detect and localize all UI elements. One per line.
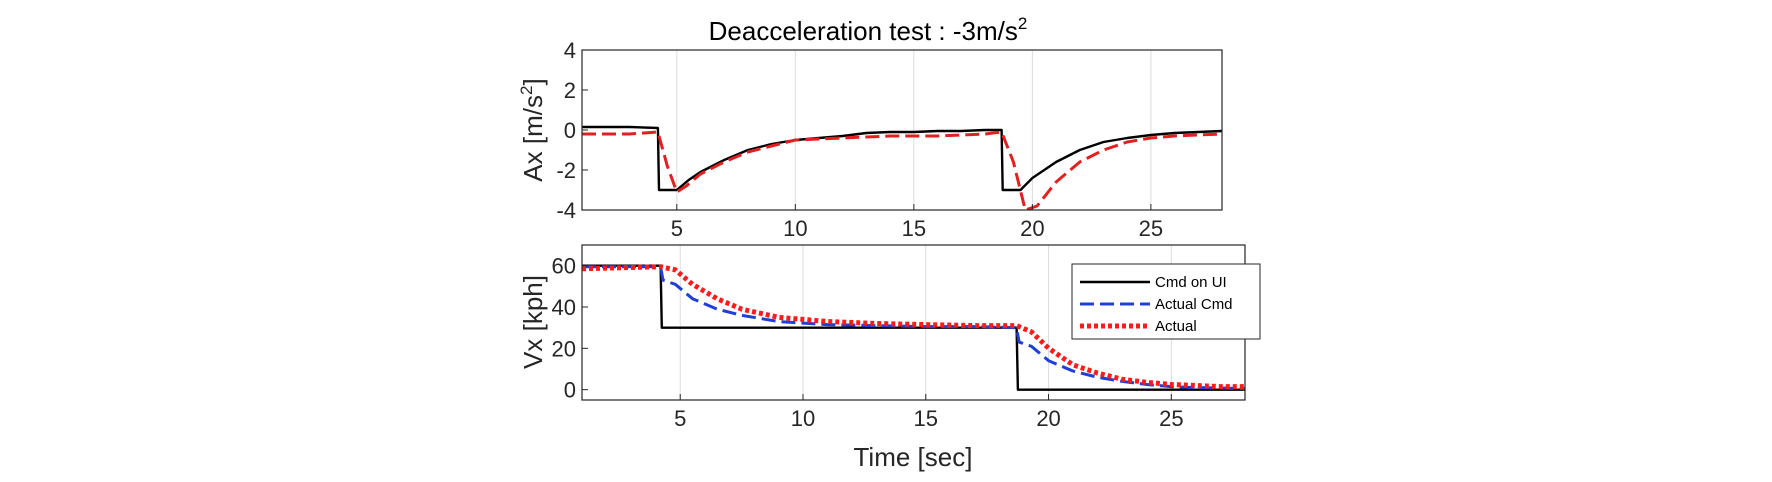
velocity-x-tick-label: 20 — [1036, 406, 1060, 431]
velocity-x-tick-label: 25 — [1159, 406, 1183, 431]
velocity-y-tick-label: 60 — [552, 254, 576, 279]
acceleration-x-tick-label: 20 — [1020, 216, 1044, 241]
velocity-y-tick-label: 0 — [564, 378, 576, 403]
acceleration-y-tick-label: -4 — [556, 198, 576, 223]
acceleration-series-line-1 — [582, 125, 1222, 192]
acceleration-x-tick-label: 25 — [1139, 216, 1163, 241]
velocity-series — [582, 264, 1245, 391]
acceleration-plot-frame — [581, 49, 1223, 211]
velocity-y-tick-label: 20 — [552, 336, 576, 361]
chart-title-main: Deacceleration test : -3m/s — [709, 16, 1018, 46]
acceleration-y-axis-label-close: ] — [518, 78, 548, 85]
acceleration-y-tick-label: 2 — [564, 78, 576, 103]
acceleration-x-tick-label: 15 — [902, 216, 926, 241]
velocity-x-tick-label: 10 — [791, 406, 815, 431]
legend-label-3: Actual — [1155, 318, 1197, 335]
velocity-y-axis-label: Vx [kph] — [518, 275, 548, 369]
acceleration-y-tick-label: 4 — [564, 38, 576, 63]
legend: Cmd on UI Actual Cmd Actual — [1071, 263, 1261, 340]
velocity-x-tick-label: 15 — [914, 406, 938, 431]
legend-label-1: Cmd on UI — [1155, 274, 1227, 291]
legend-items: Cmd on UI Actual Cmd Actual — [1080, 274, 1233, 335]
chart-title: Deacceleration test : -3m/s2 — [709, 14, 1028, 46]
acceleration-ticks: 5 10 15 20 25 -4 -2 0 2 4 — [556, 38, 1163, 241]
acceleration-y-axis-label: Ax [m/s2] — [517, 78, 548, 181]
acceleration-y-axis-label-superscript: 2 — [517, 86, 536, 95]
acceleration-x-tick-label: 5 — [671, 216, 683, 241]
legend-label-2: Actual Cmd — [1155, 296, 1233, 313]
acceleration-y-axis-label-main: Ax [m/s — [518, 95, 548, 182]
acceleration-series-line-2 — [582, 130, 1222, 210]
velocity-series-line-3 — [582, 264, 1245, 390]
velocity-y-tick-label: 40 — [552, 295, 576, 320]
acceleration-y-tick-label: 0 — [564, 118, 576, 143]
acceleration-x-tick-label: 10 — [783, 216, 807, 241]
acceleration-y-tick-label: -2 — [556, 158, 576, 183]
acceleration-grid — [676, 50, 1152, 210]
acceleration-series — [582, 125, 1222, 210]
chart-title-superscript: 2 — [1018, 14, 1027, 33]
velocity-plot: 5 10 15 20 25 0 20 40 60 Vx [kph] Time [sec] Cmd… — [518, 244, 1261, 472]
velocity-x-axis-label: Time [sec] — [854, 442, 973, 472]
velocity-ticks: 5 10 15 20 25 0 20 40 60 — [552, 254, 1184, 431]
velocity-x-tick-label: 5 — [674, 406, 686, 431]
